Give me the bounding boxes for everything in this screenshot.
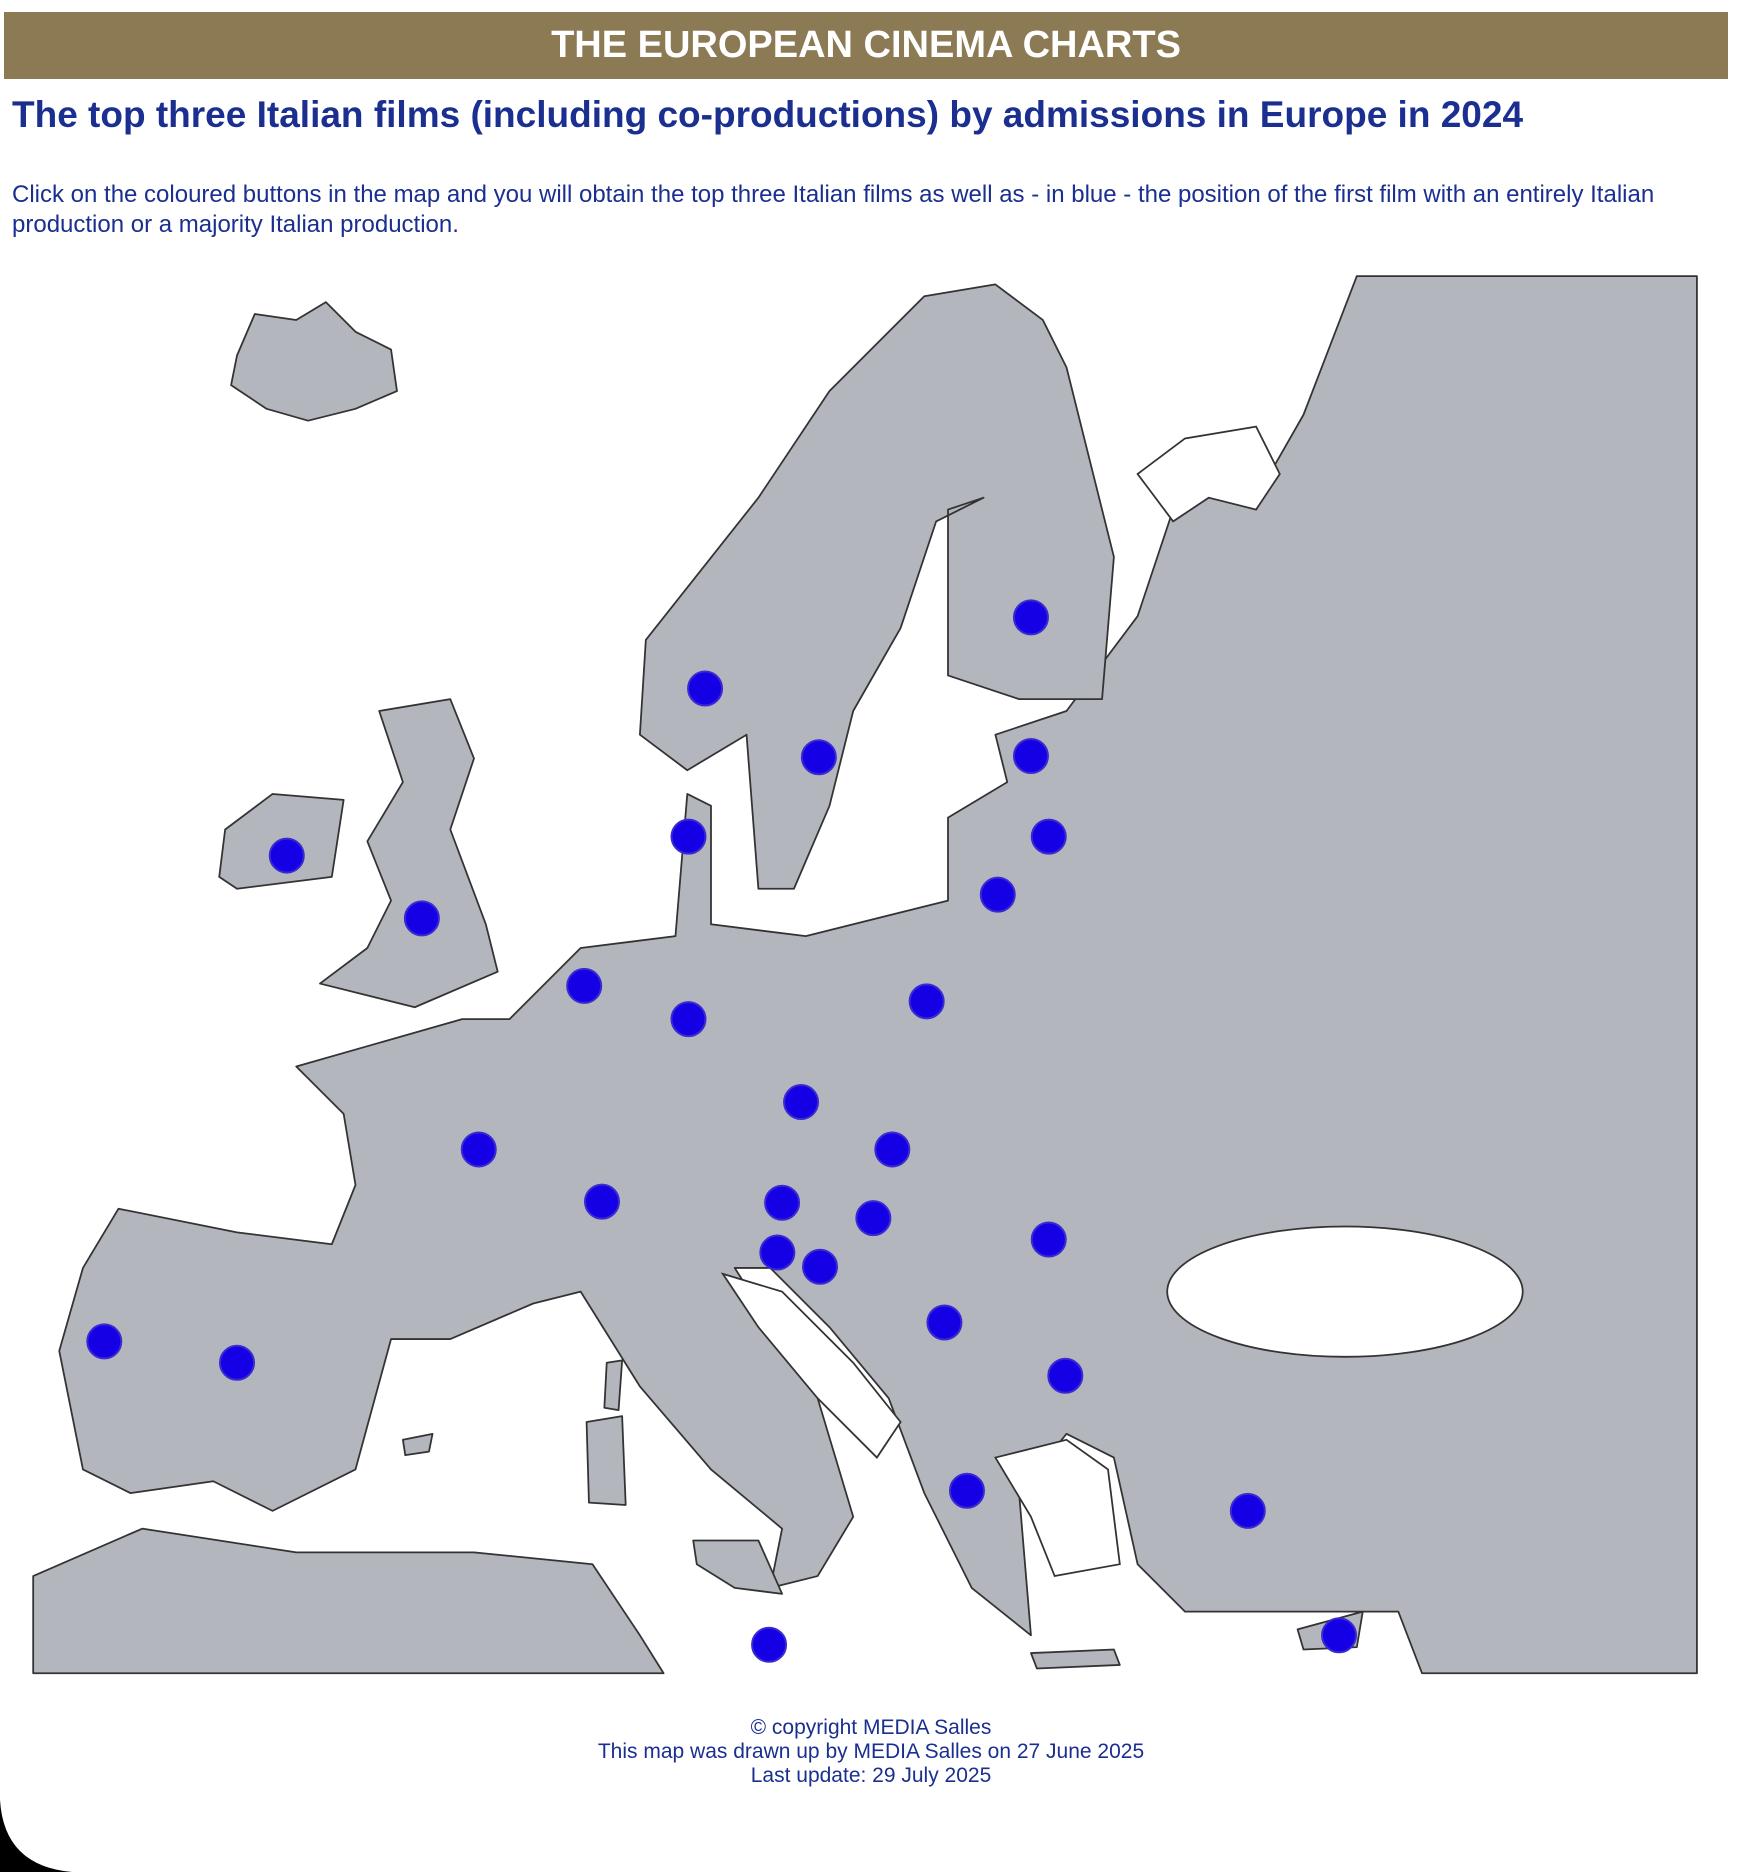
country-button[interactable] xyxy=(1030,818,1067,855)
country-button[interactable] xyxy=(583,1183,620,1220)
country-button[interactable] xyxy=(802,1248,839,1285)
country-button[interactable] xyxy=(979,876,1016,913)
country-button[interactable] xyxy=(1012,738,1049,775)
country-button[interactable] xyxy=(1047,1357,1084,1394)
country-button[interactable] xyxy=(460,1131,497,1168)
footer: © copyright MEDIA Salles This map was dr… xyxy=(0,1716,1742,1788)
country-button[interactable] xyxy=(926,1304,963,1341)
sardinia xyxy=(585,1415,627,1506)
country-button[interactable] xyxy=(800,739,837,776)
country-button[interactable] xyxy=(1321,1617,1358,1654)
aegean-sea xyxy=(994,1438,1121,1578)
country-button[interactable] xyxy=(687,670,724,707)
great-britain xyxy=(319,698,499,1009)
white-sea xyxy=(1136,425,1281,523)
country-button[interactable] xyxy=(268,837,305,874)
country-button[interactable] xyxy=(1229,1492,1266,1529)
scandinavia xyxy=(639,283,1115,890)
country-button[interactable] xyxy=(908,983,945,1020)
country-button[interactable] xyxy=(783,1084,820,1121)
country-button[interactable] xyxy=(670,1001,707,1038)
header-title: THE EUROPEAN CINEMA CHARTS xyxy=(551,24,1181,66)
country-button[interactable] xyxy=(764,1184,801,1221)
sicily xyxy=(692,1539,783,1595)
country-button[interactable] xyxy=(751,1626,788,1663)
country-button[interactable] xyxy=(403,900,440,937)
country-button[interactable] xyxy=(1030,1221,1067,1258)
header-bar: THE EUROPEAN CINEMA CHARTS xyxy=(4,12,1728,79)
country-button[interactable] xyxy=(1012,599,1049,636)
black-sea xyxy=(1166,1225,1524,1358)
country-button[interactable] xyxy=(948,1472,985,1509)
crete xyxy=(1030,1648,1121,1670)
window-corner xyxy=(0,1800,72,1872)
country-button[interactable] xyxy=(219,1344,255,1381)
balearic xyxy=(402,1432,434,1457)
country-button[interactable] xyxy=(759,1234,796,1271)
country-button[interactable] xyxy=(566,967,603,1004)
africa xyxy=(32,1527,665,1675)
country-button[interactable] xyxy=(855,1200,892,1237)
footer-line: © copyright MEDIA Salles xyxy=(750,1716,992,1739)
country-button[interactable] xyxy=(86,1323,123,1360)
country-button[interactable] xyxy=(670,818,707,855)
description: Click on the coloured buttons in the map… xyxy=(12,181,1655,238)
map-shapes xyxy=(32,275,1698,1675)
iceland xyxy=(230,301,398,422)
adriatic-sea xyxy=(720,1272,902,1459)
country-button[interactable] xyxy=(874,1131,911,1168)
footer-line: Last update: 29 July 2025 xyxy=(750,1764,992,1787)
heading: The top three Italian films (including c… xyxy=(12,94,1524,135)
corsica xyxy=(603,1359,624,1412)
footer-line: This map was drawn up by MEDIA Salles on… xyxy=(597,1740,1145,1763)
